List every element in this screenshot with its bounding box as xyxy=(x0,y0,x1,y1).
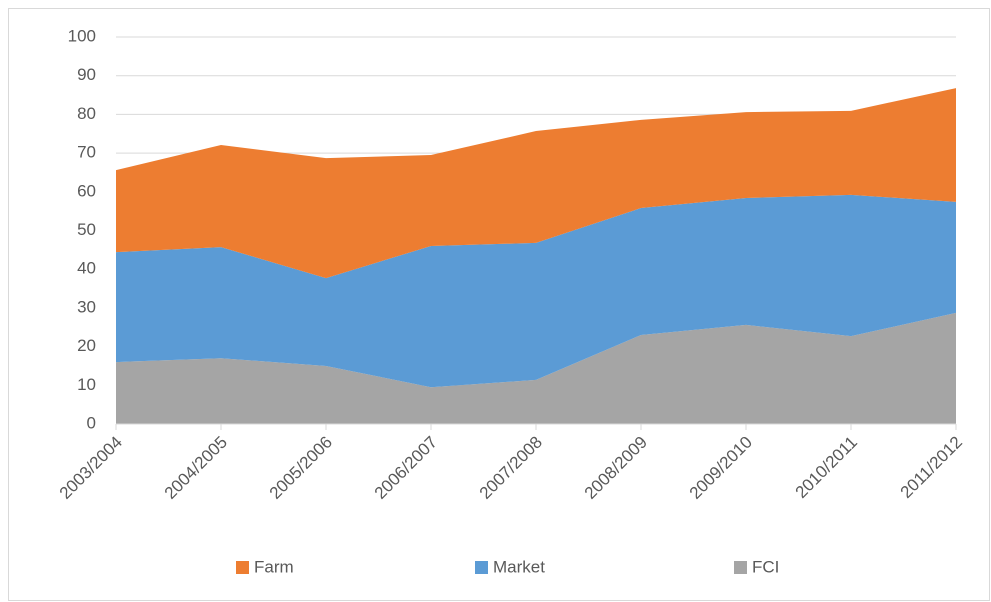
area xyxy=(116,312,956,424)
area xyxy=(116,88,956,279)
legend-swatch xyxy=(734,561,747,574)
y-tick-label: 90 xyxy=(77,65,96,84)
legend-swatch xyxy=(236,561,249,574)
y-tick-label: 100 xyxy=(68,26,96,45)
y-tick-label: 30 xyxy=(77,297,96,316)
area xyxy=(116,194,956,388)
y-tick-label: 50 xyxy=(77,220,96,239)
legend-swatch xyxy=(475,561,488,574)
y-tick-label: 20 xyxy=(77,336,96,355)
y-tick-label: 10 xyxy=(77,375,96,394)
legend: Farm Market FCI xyxy=(236,557,779,576)
legend-label: FCI xyxy=(752,557,779,576)
y-tick-label: 0 xyxy=(87,413,96,432)
legend-label: Farm xyxy=(254,557,294,576)
y-tick-label: 60 xyxy=(77,181,96,200)
legend-label: Market xyxy=(493,557,545,576)
y-tick-label: 80 xyxy=(77,104,96,123)
y-tick-label: 70 xyxy=(77,143,96,162)
y-tick-label: 40 xyxy=(77,259,96,278)
plot-area xyxy=(116,88,956,424)
